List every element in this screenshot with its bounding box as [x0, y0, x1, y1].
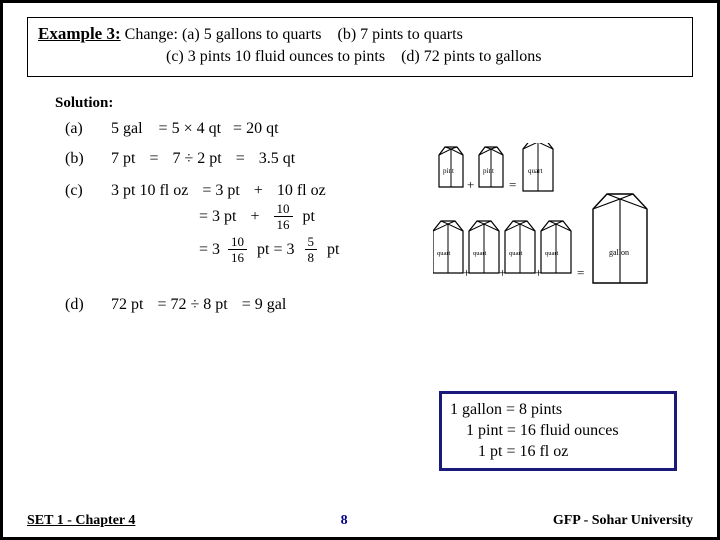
c-frac2: 10 16: [228, 235, 247, 264]
svg-text:+: +: [499, 265, 506, 280]
d-lhs: 72 pt: [111, 296, 143, 314]
c1-mid: = 3 pt: [202, 182, 239, 200]
carton-quart-0: quart: [528, 167, 542, 175]
carton-q2: quart: [473, 250, 487, 257]
c-frac1: 10 16: [274, 202, 293, 231]
conv-line-2: 1 pint = 16 fluid ounces: [466, 421, 666, 442]
part-c-label: (c): [65, 182, 111, 200]
b-eq: =: [149, 150, 158, 168]
svg-text:+: +: [467, 177, 474, 192]
c2-lhs: = 3 pt: [199, 208, 236, 226]
part-a-label: (a): [65, 120, 111, 138]
example-prompt-b: (b) 7 pints to quarts: [337, 26, 462, 43]
c2-plus: +: [250, 208, 259, 226]
part-b-label: (b): [65, 150, 111, 168]
c3-eq1: = 3: [199, 241, 220, 259]
footer-left: SET 1 - Chapter 4: [27, 513, 135, 529]
c3-mid: pt = 3: [257, 241, 294, 259]
c1-lhs: 3 pt 10 fl oz: [111, 182, 188, 200]
b-lhs: 7 pt: [111, 150, 135, 168]
solution-row-a: (a) 5 gal = 5 × 4 qt = 20 qt: [65, 120, 717, 138]
svg-text:=: =: [577, 265, 584, 280]
carton-q3: quart: [509, 250, 523, 257]
conv-line-1: 1 gallon = 8 pints: [450, 400, 666, 421]
svg-text:+: +: [463, 265, 470, 280]
conversion-box: 1 gallon = 8 pints 1 pint = 16 fluid oun…: [439, 391, 677, 471]
example-prompt-d: (d) 72 pints to gallons: [401, 48, 541, 65]
carton-q1: quart: [437, 250, 451, 257]
carton-gallon: gallon: [609, 248, 629, 257]
svg-text:+: +: [535, 265, 542, 280]
footer-page: 8: [341, 513, 348, 529]
example-title: Example 3:: [38, 24, 121, 43]
c1-rhs: 10 fl oz: [277, 182, 326, 200]
a-lhs: 5 gal: [111, 120, 143, 138]
b-eq2: =: [236, 150, 245, 168]
conv-line-3: 1 pt = 16 fl oz: [478, 442, 666, 463]
footer-right: GFP - Sohar University: [553, 513, 693, 529]
footer: SET 1 - Chapter 4 8 GFP - Sohar Universi…: [3, 513, 717, 529]
carton-pint-2: pint: [483, 167, 494, 175]
a-mid: = 5 × 4 qt: [159, 120, 222, 138]
c3-end: pt: [327, 241, 339, 259]
example-prompt-c: (c) 3 pints 10 fluid ounces to pints: [166, 48, 385, 65]
c1-plus: +: [254, 182, 263, 200]
carton-q4: quart: [545, 250, 559, 257]
example-line2: (c) 3 pints 10 fluid ounces to pints (d)…: [166, 48, 682, 66]
part-d-label: (d): [65, 296, 111, 314]
c-frac3: 5 8: [305, 235, 318, 264]
svg-text:=: =: [509, 177, 516, 192]
b-rhs: 3.5 qt: [259, 150, 295, 168]
b-mid: 7 ÷ 2 pt: [172, 150, 221, 168]
example-box: Example 3: Change: (a) 5 gallons to quar…: [27, 17, 693, 77]
cartons-svg: pint pint + = quart quart quart quart qu…: [433, 143, 693, 363]
carton-pint-1: pint: [443, 167, 454, 175]
d-rhs: = 9 gal: [242, 296, 287, 314]
solution-label: Solution:: [55, 95, 717, 112]
d-mid: = 72 ÷ 8 pt: [157, 296, 227, 314]
a-rhs: = 20 qt: [233, 120, 278, 138]
example-prompt-a: Change: (a) 5 gallons to quarts: [125, 26, 322, 43]
c2-unit: pt: [303, 208, 315, 226]
cartons-diagram: pint pint + = quart quart quart quart qu…: [433, 143, 703, 368]
